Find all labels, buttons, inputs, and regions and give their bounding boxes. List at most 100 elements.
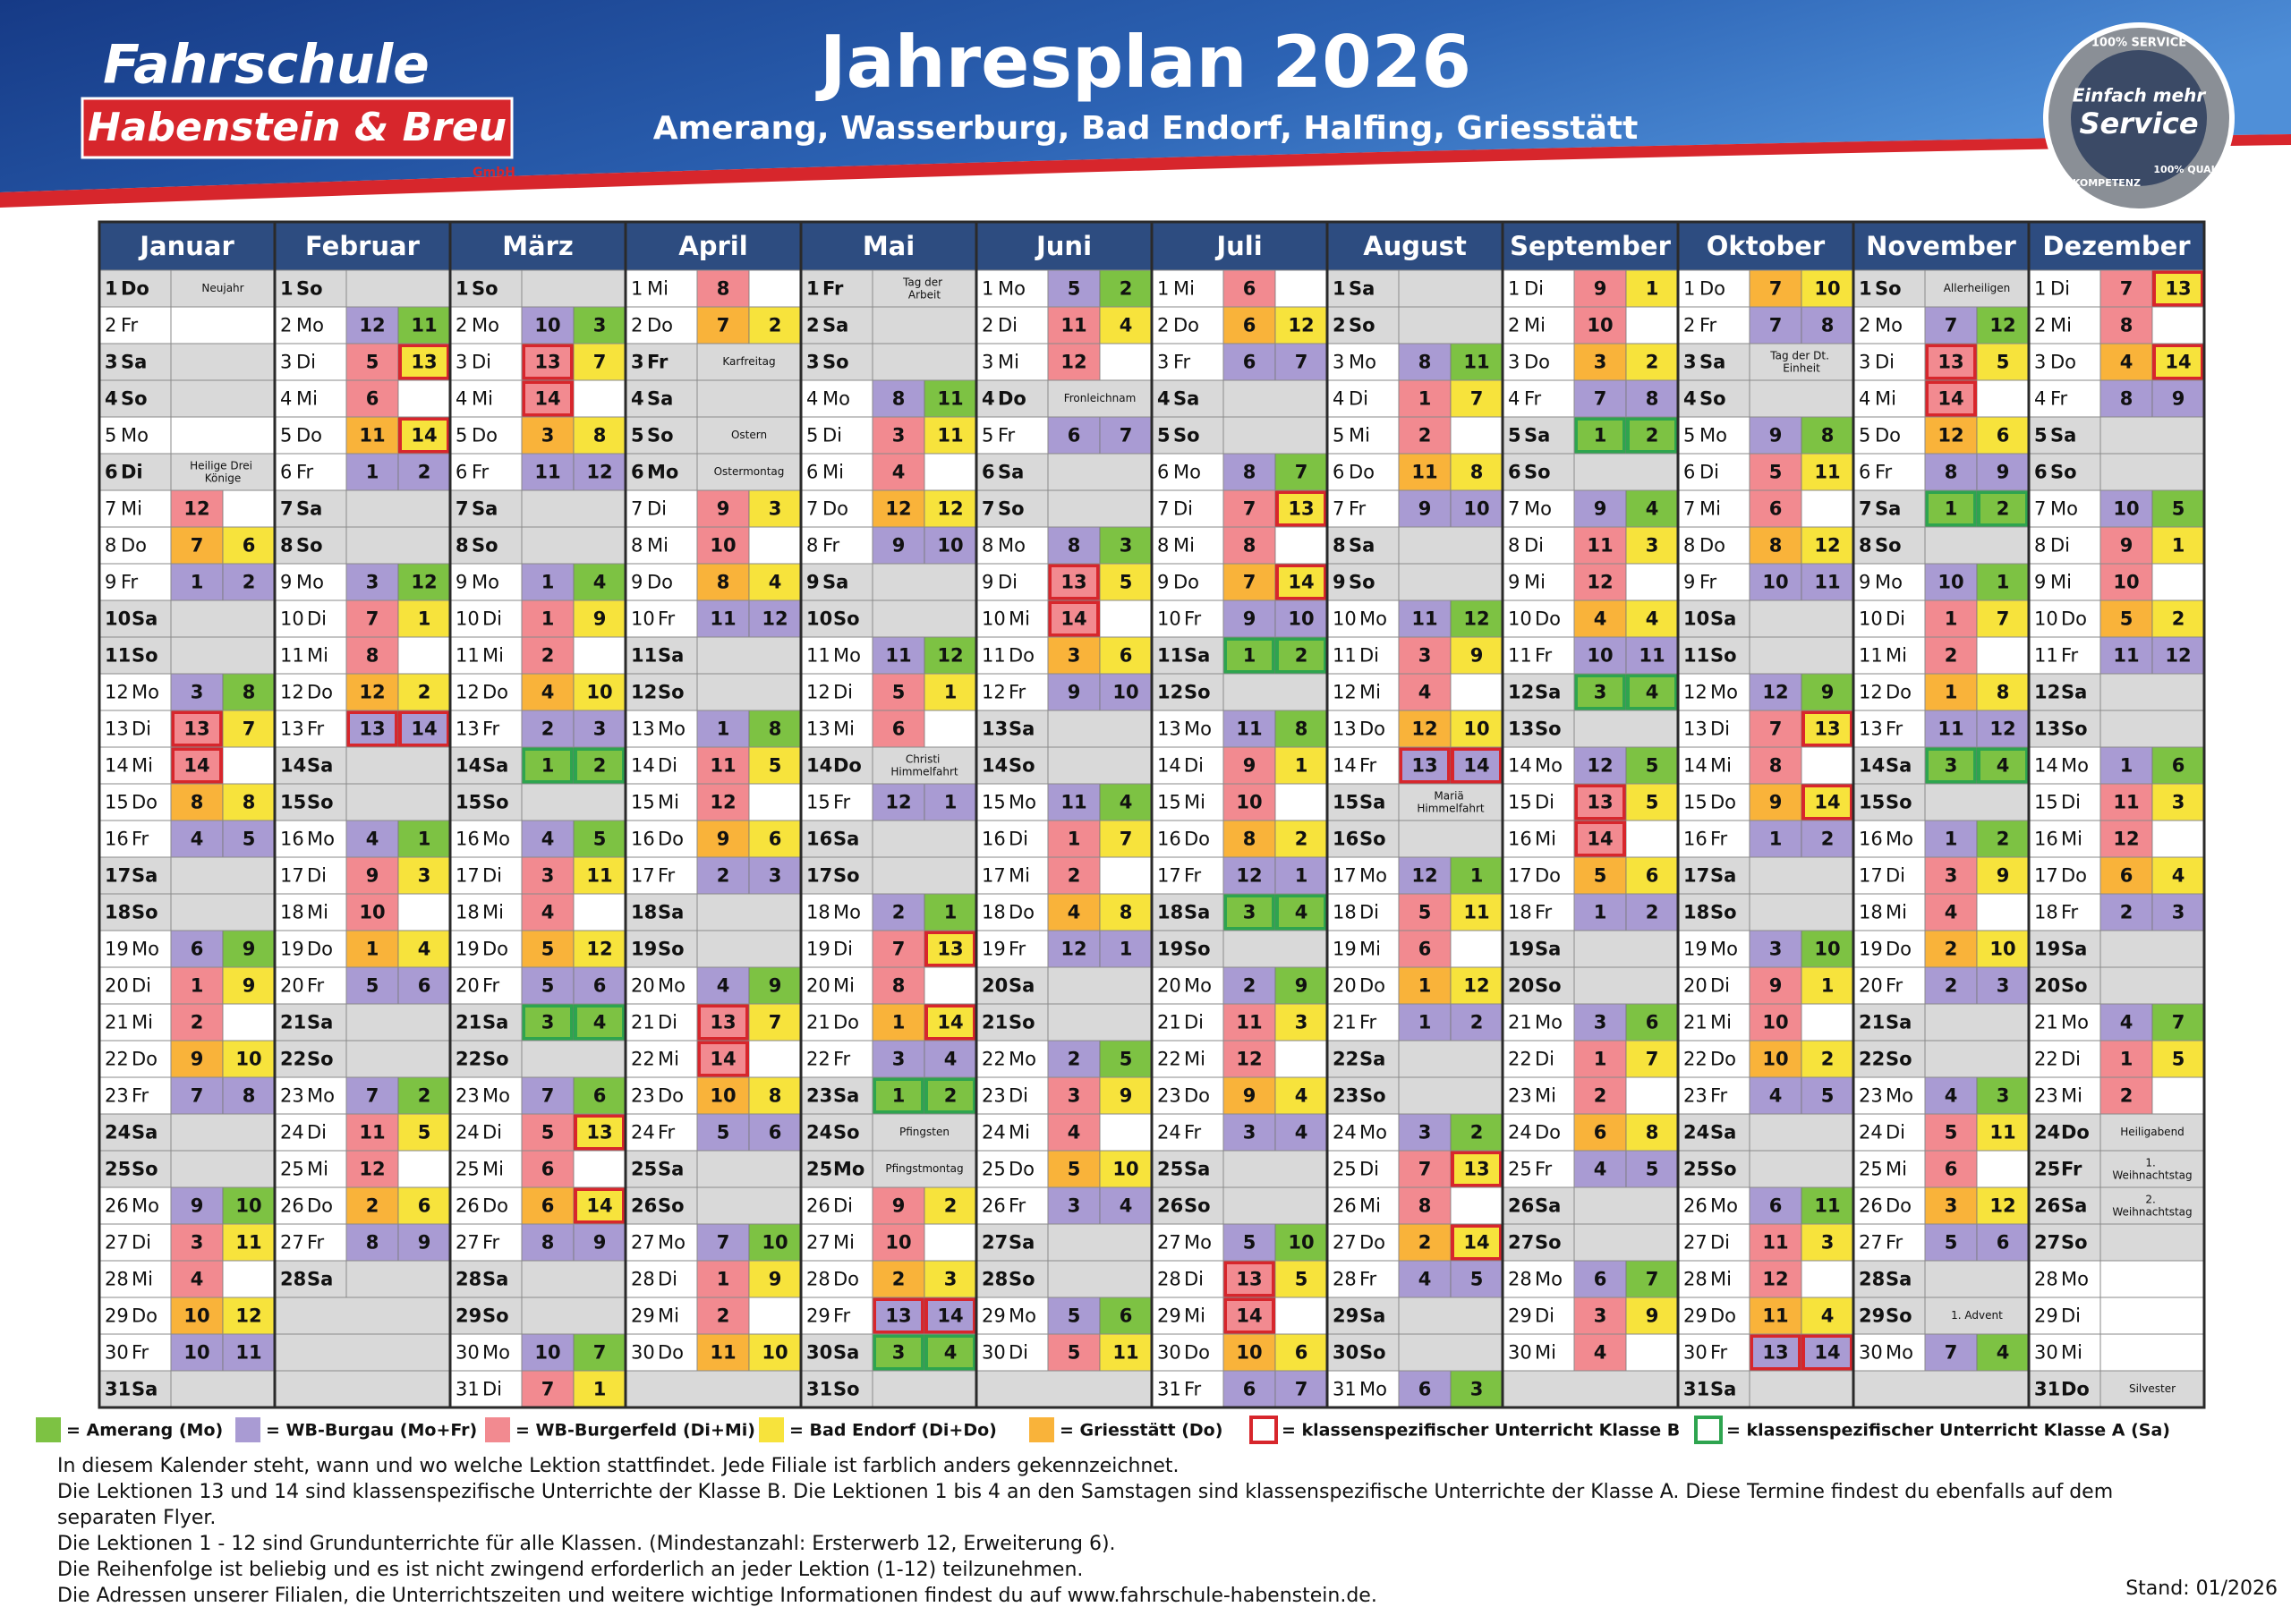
weekday: Sa <box>658 902 684 923</box>
lesson-box <box>574 1114 626 1151</box>
weekday: Fr <box>1875 462 1893 483</box>
lesson-cell <box>573 343 626 381</box>
lesson-number: 2 <box>717 865 730 887</box>
weekday: Sa <box>1535 1195 1561 1217</box>
day-row <box>1503 710 1678 747</box>
day-number: 27 <box>1157 1232 1181 1254</box>
lesson-number: 13 <box>411 352 437 373</box>
lesson-box <box>697 1041 749 1077</box>
day-number: 27 <box>2034 1232 2060 1254</box>
lesson-number: 7 <box>191 535 204 557</box>
lesson-cell <box>696 1260 750 1298</box>
day-number: 27 <box>631 1232 655 1254</box>
holiday: Neujahr <box>201 282 243 294</box>
lesson-cell <box>397 966 451 1005</box>
lesson-number: 10 <box>534 1342 560 1364</box>
holiday: Tag der Dt. Einheit <box>1769 349 1832 374</box>
day-number: 9 <box>1683 572 1695 593</box>
month-header <box>2029 222 2204 270</box>
lesson-cell <box>1222 820 1276 858</box>
day-number: 8 <box>1508 535 1520 557</box>
day-number: 5 <box>1508 425 1521 446</box>
lesson-number: 11 <box>2113 645 2139 667</box>
day-row <box>2029 1187 2204 1224</box>
weekday: Mi <box>482 902 504 923</box>
lesson-number: 7 <box>1243 572 1256 593</box>
lesson-cell <box>1450 1223 1503 1262</box>
lesson-number: 12 <box>762 608 788 630</box>
weekday: Do <box>296 425 322 446</box>
lesson-number: 6 <box>1945 1159 1958 1180</box>
month-header <box>976 222 1152 270</box>
lesson-cell <box>1749 563 1802 601</box>
lesson-cell <box>872 1040 925 1078</box>
lesson-number: 1 <box>717 718 730 740</box>
weekday: Mi <box>307 645 328 667</box>
weekday: Do <box>833 1012 859 1033</box>
legend-label: = klassenspezifischer Unterricht Klasse … <box>1726 1421 2170 1441</box>
lesson-cell <box>1398 1150 1452 1188</box>
lesson-number: 8 <box>1821 425 1835 446</box>
day-row <box>976 454 1152 490</box>
lesson-number: 4 <box>2172 865 2185 887</box>
weekday: Sa <box>121 352 147 373</box>
lesson-number: 8 <box>243 682 256 703</box>
lesson-cell <box>1450 966 1503 1005</box>
lesson-cell <box>924 1186 977 1225</box>
day-row <box>275 490 450 527</box>
day-number: 27 <box>1683 1232 1708 1254</box>
lesson-number: 6 <box>243 535 256 557</box>
day-number: 24 <box>456 1122 480 1144</box>
weekday: So <box>833 608 860 630</box>
day-number: 23 <box>456 1085 480 1107</box>
weekday: So <box>658 1195 685 1217</box>
weekday: Sa <box>1349 535 1375 557</box>
lesson-number: 5 <box>593 829 607 850</box>
weekday: Mo <box>132 682 159 703</box>
weekday: Mo <box>1710 1195 1738 1217</box>
lesson-cell <box>924 379 977 418</box>
day-number: 13 <box>2034 718 2060 740</box>
day-number: 28 <box>1508 1269 1532 1290</box>
lesson-cell <box>1924 343 1978 381</box>
lesson-number: 1 <box>1295 755 1308 777</box>
day-number: 7 <box>456 498 469 520</box>
lesson-number: 13 <box>1060 572 1086 593</box>
day-number: 8 <box>1859 535 1872 557</box>
day-number: 31 <box>1683 1379 1709 1400</box>
title: Jahresplan 2026 <box>815 21 1471 104</box>
lesson-number: 7 <box>2120 278 2133 300</box>
lesson-cell <box>1801 1040 1854 1078</box>
lesson-cell <box>1625 746 1679 785</box>
weekday: Mo <box>1875 572 1903 593</box>
weekday: Fr <box>2061 902 2079 923</box>
lesson-number: 8 <box>1243 462 1256 483</box>
lesson-number: 8 <box>593 425 607 446</box>
lesson-number: 8 <box>243 792 256 813</box>
lesson-number: 5 <box>1120 1049 1133 1070</box>
weekday: Mi <box>1886 1159 1907 1180</box>
weekday: Do <box>1710 1305 1736 1327</box>
weekday: So <box>1184 939 1211 960</box>
day-number: 21 <box>1333 1012 1357 1033</box>
lesson-number: 3 <box>2172 902 2185 923</box>
weekday: Fr <box>1009 1195 1026 1217</box>
weekday: Mo <box>1359 865 1387 887</box>
lesson-cell <box>521 966 575 1005</box>
lesson-number: 2 <box>191 1012 204 1033</box>
day-row <box>626 344 801 380</box>
day-number: 12 <box>2034 682 2060 703</box>
lesson-number: 9 <box>1594 278 1607 300</box>
day-number: 16 <box>456 829 480 850</box>
day-number: 2 <box>631 315 643 336</box>
lesson-number: 8 <box>1120 902 1133 923</box>
day-number: 27 <box>1333 1232 1357 1254</box>
weekday: So <box>472 278 498 300</box>
lesson-number: 1 <box>191 572 204 593</box>
weekday: Mo <box>658 1232 686 1254</box>
weekday: Fr <box>658 608 676 630</box>
day-number: 11 <box>1859 645 1883 667</box>
weekday: Sa <box>307 755 333 777</box>
lesson-number: 1 <box>1821 975 1835 997</box>
lesson-number: 2 <box>1470 1122 1484 1144</box>
